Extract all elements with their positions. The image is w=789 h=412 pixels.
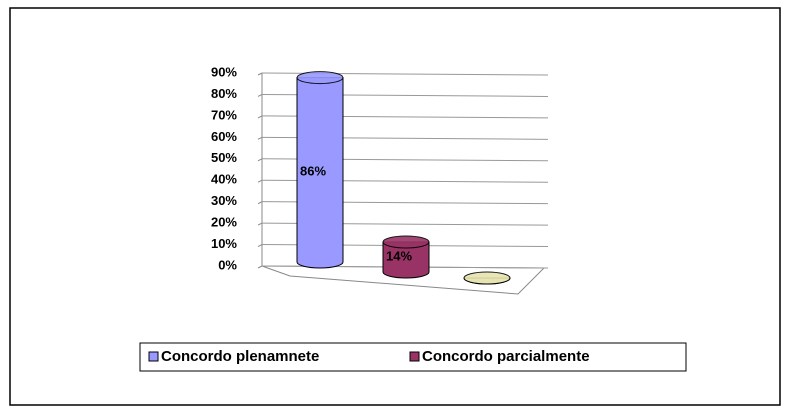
y-tick-label: 0% [218,257,237,272]
y-tick-label: 90% [211,64,237,79]
tick-mark [257,115,263,119]
cylinder-top [382,235,430,249]
y-tick-label: 80% [211,86,237,101]
legend-label: Concordo plenamnete [161,348,319,365]
cylinder [463,271,511,285]
y-tick-label: 70% [211,107,237,122]
y-tick-label: 30% [211,193,237,208]
tick-mark [257,201,263,205]
legend-swatch [148,351,159,362]
cylinder [296,71,344,269]
tick-mark [257,158,263,162]
data-label: 14% [386,248,412,263]
y-tick-label: 40% [211,172,237,187]
tick-mark [257,72,263,76]
y-tick-label: 60% [211,129,237,144]
cylinder-body [382,241,430,279]
tick-mark [257,136,263,140]
data-label: 86% [300,163,326,178]
tick-mark [257,179,263,183]
tick-mark [257,93,263,97]
tick-mark [257,244,263,248]
y-tick-label: 10% [211,236,237,251]
cylinder-body [296,77,344,269]
cylinder-top [296,71,344,85]
legend-swatch [409,351,420,362]
cylinder [382,235,430,279]
tick-mark [257,222,263,226]
cylinder-top [463,271,511,285]
legend-label: Concordo parcialmente [422,348,590,365]
y-tick-label: 20% [211,215,237,230]
tick-mark [257,265,263,269]
y-tick-label: 50% [211,150,237,165]
